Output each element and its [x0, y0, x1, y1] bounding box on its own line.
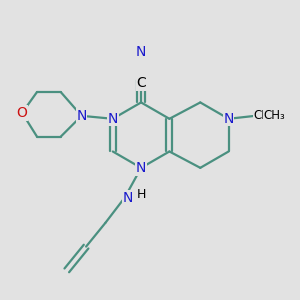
- Text: O: O: [17, 106, 28, 120]
- Text: N: N: [108, 112, 118, 126]
- Text: N: N: [224, 112, 234, 126]
- Text: CH₃: CH₃: [264, 109, 285, 122]
- Text: N: N: [122, 190, 133, 205]
- Text: N: N: [136, 45, 146, 59]
- Text: N: N: [76, 109, 87, 123]
- Text: C: C: [136, 76, 146, 90]
- Text: N: N: [136, 161, 146, 175]
- Text: CH₃: CH₃: [254, 109, 275, 122]
- Text: H: H: [136, 188, 146, 201]
